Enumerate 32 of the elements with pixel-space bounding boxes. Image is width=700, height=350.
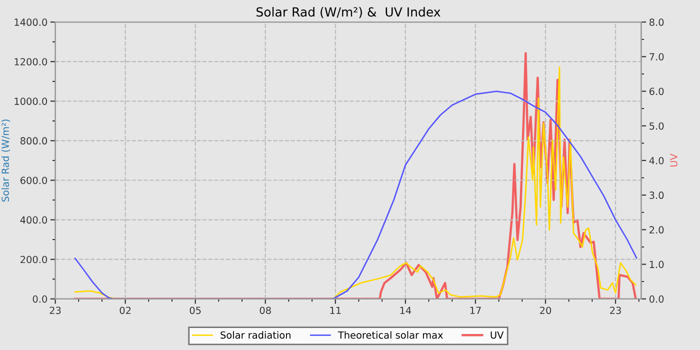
legend-label: Solar radiation [220,331,290,339]
y2-tick-label: 0.0 [649,295,664,303]
x-tick-label: 02 [120,306,131,314]
y2-tick-label: 4.0 [649,156,664,164]
x-tick-label: 23 [50,306,61,314]
y2-tick-label: 5.0 [650,122,664,130]
x-tick-label: 08 [260,306,271,314]
x-tick-label: 23 [610,306,621,314]
y2-tick-label: 8.0 [650,18,664,26]
y2-axis-title: UV [670,154,678,167]
y-tick-label: 800.0 [20,137,48,145]
chart-title: Solar Rad (W/m²) & UV Index [256,6,440,18]
x-tick-label: 11 [330,306,341,314]
x-tick-label: 05 [190,306,201,314]
y-tick-label: 600.0 [20,176,48,184]
legend-label: UV [490,331,504,339]
x-tick-label: 14 [400,306,412,314]
y2-tick-label: 2.0 [650,226,664,234]
y-tick-label: 1200.0 [14,58,48,66]
y-axis-title: Solar Rad (W/m²) [1,120,10,202]
y-tick-label: 200.0 [20,256,48,264]
legend-label: Theoretical solar max [338,331,443,339]
y-tick-label: 1000.0 [14,98,48,105]
x-tick-label: 17 [470,306,481,314]
y2-tick-label: 7.0 [650,53,664,60]
y2-tick-label: 3.0 [650,192,664,199]
y-tick-label: 0.0 [32,295,48,303]
y-tick-label: 1400.0 [14,18,48,26]
y2-tick-label: 1.0 [650,260,664,268]
x-tick-label: 20 [540,306,552,314]
y-tick-label: 400.0 [20,216,48,224]
y2-tick-label: 6.0 [650,88,664,96]
